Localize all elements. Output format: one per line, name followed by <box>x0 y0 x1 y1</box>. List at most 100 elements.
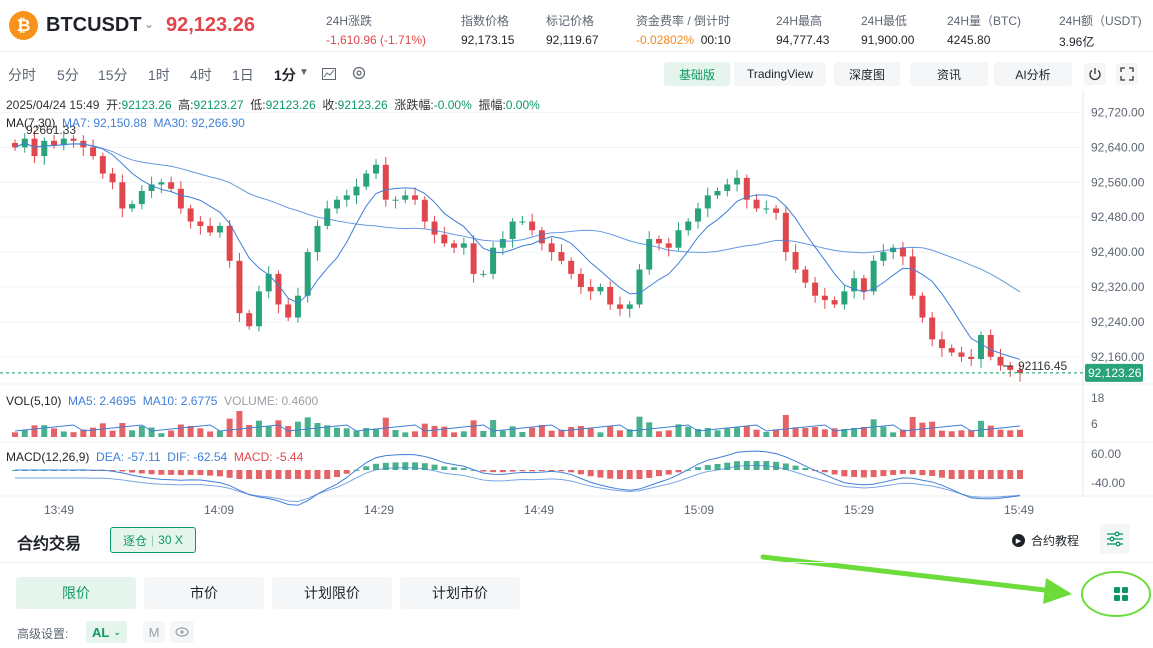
tf-1h[interactable]: 1时 <box>148 67 170 83</box>
tf-1m-active[interactable]: 1分 <box>274 67 296 83</box>
y-tick-label: 92,400.00 <box>1091 245 1145 259</box>
eye-icon[interactable] <box>170 621 194 643</box>
al-dropdown[interactable]: AL ⌄ <box>86 621 127 643</box>
order-tab-market[interactable]: 市价 <box>144 577 264 609</box>
macd-bar <box>636 470 643 479</box>
candle-body <box>714 191 721 196</box>
macd-bar <box>626 470 633 479</box>
volume-bar <box>987 425 994 437</box>
volume-bar <box>275 420 282 437</box>
m-toggle[interactable]: M <box>143 621 165 643</box>
macd-bar <box>1017 470 1023 479</box>
candle-body <box>529 221 536 231</box>
ma30-line <box>14 142 1021 293</box>
volume-bar <box>568 427 575 437</box>
macd-bar <box>919 470 926 476</box>
candle-body <box>724 184 731 191</box>
volume-bar <box>138 426 145 437</box>
macd-bar <box>207 470 214 476</box>
view-tradingview[interactable]: TradingView <box>734 62 826 86</box>
candle-body <box>304 252 311 296</box>
order-tab-trigger-market[interactable]: 计划市价 <box>400 577 520 609</box>
y-tick-label: 92,160.00 <box>1091 350 1145 364</box>
tf-dropdown-icon[interactable]: ▼ <box>299 67 309 78</box>
macd-bar <box>607 470 614 479</box>
stat-24h-turnover: 24H额（USDT) 3.96亿 <box>1059 14 1142 49</box>
volume-bar <box>207 431 214 437</box>
macd-bar <box>714 463 721 470</box>
candle-body <box>460 243 467 248</box>
y-tick-label: 92,640.00 <box>1091 140 1145 154</box>
macd-bar <box>138 470 145 474</box>
candle-body <box>12 143 18 148</box>
vol-tick-label: 6 <box>1091 417 1098 431</box>
indicator-icon[interactable] <box>322 67 336 83</box>
order-tab-limit[interactable]: 限价 <box>16 577 136 609</box>
volume-bar <box>958 430 965 437</box>
candle-body <box>441 234 448 244</box>
candle-body <box>265 273 272 292</box>
tf-5m[interactable]: 5分 <box>57 67 79 83</box>
macd-bar <box>890 470 897 475</box>
volume-bar <box>421 423 428 437</box>
trade-settings-button[interactable] <box>1100 524 1130 554</box>
volume-bar <box>21 429 28 437</box>
leverage-button[interactable]: 逐仓 | 30 X <box>110 527 196 553</box>
tf-line[interactable]: 分时 <box>8 67 36 83</box>
candle-body <box>704 195 711 209</box>
volume-bar <box>997 429 1004 437</box>
macd-bar <box>490 470 497 473</box>
macd-bar <box>1007 470 1014 479</box>
macd-bar <box>646 470 653 478</box>
macd-bar <box>158 470 165 475</box>
candle-body <box>548 243 555 253</box>
candle-body <box>119 182 126 209</box>
macd-bar <box>168 470 175 475</box>
tf-15m[interactable]: 15分 <box>98 67 128 83</box>
contract-tutorial-link[interactable]: ▶ 合约教程 <box>1012 532 1079 549</box>
y-tick-label: 92,480.00 <box>1091 210 1145 224</box>
layout-grid-icon[interactable] <box>1111 584 1131 604</box>
chevron-down-icon[interactable]: ⌄ <box>144 17 155 31</box>
candle-body <box>138 191 145 205</box>
candle-body <box>782 212 789 253</box>
macd-bar <box>909 470 916 475</box>
stat-funding-rate: 资金费率 / 倒计时 -0.02802% 00:10 <box>636 14 731 47</box>
power-icon[interactable] <box>1084 63 1106 85</box>
tf-4h[interactable]: 4时 <box>190 67 212 83</box>
x-tick-label: 15:49 <box>1004 503 1034 517</box>
stat-24h-high: 24H最高 94,777.43 <box>776 14 830 47</box>
volume-bar <box>31 425 38 437</box>
tf-1d[interactable]: 1日 <box>232 67 254 83</box>
candle-body <box>373 164 380 174</box>
candle-body <box>285 304 292 318</box>
volume-bar <box>129 430 136 437</box>
view-basic[interactable]: 基础版 <box>664 62 730 86</box>
volume-bar <box>265 426 272 437</box>
macd-bar <box>216 470 223 477</box>
candle-body <box>577 273 584 287</box>
chart-settings-icon[interactable] <box>352 66 366 83</box>
volume-bar <box>382 417 389 437</box>
macd-bar <box>343 470 350 474</box>
view-ai-analysis[interactable]: AI分析 <box>994 62 1072 86</box>
volume-bar <box>636 416 643 437</box>
volume-bar <box>148 427 155 437</box>
candle-body <box>938 339 945 349</box>
symbol-name[interactable]: BTCUSDT <box>46 14 142 36</box>
candle-body <box>519 221 526 223</box>
candle-body <box>1017 369 1023 373</box>
macd-bar <box>587 470 594 477</box>
dea-line <box>15 464 1021 503</box>
fullscreen-icon[interactable] <box>1116 63 1138 85</box>
stat-index-price: 指数价格 92,173.15 <box>461 14 515 47</box>
macd-bar <box>880 470 887 477</box>
order-tab-trigger-limit[interactable]: 计划限价 <box>272 577 392 609</box>
view-news[interactable]: 资讯 <box>910 62 988 86</box>
view-depth[interactable]: 深度图 <box>834 62 900 86</box>
macd-bar <box>80 469 87 471</box>
volume-bar <box>548 430 555 437</box>
volume-bar <box>246 425 253 437</box>
candle-body <box>1007 365 1014 370</box>
